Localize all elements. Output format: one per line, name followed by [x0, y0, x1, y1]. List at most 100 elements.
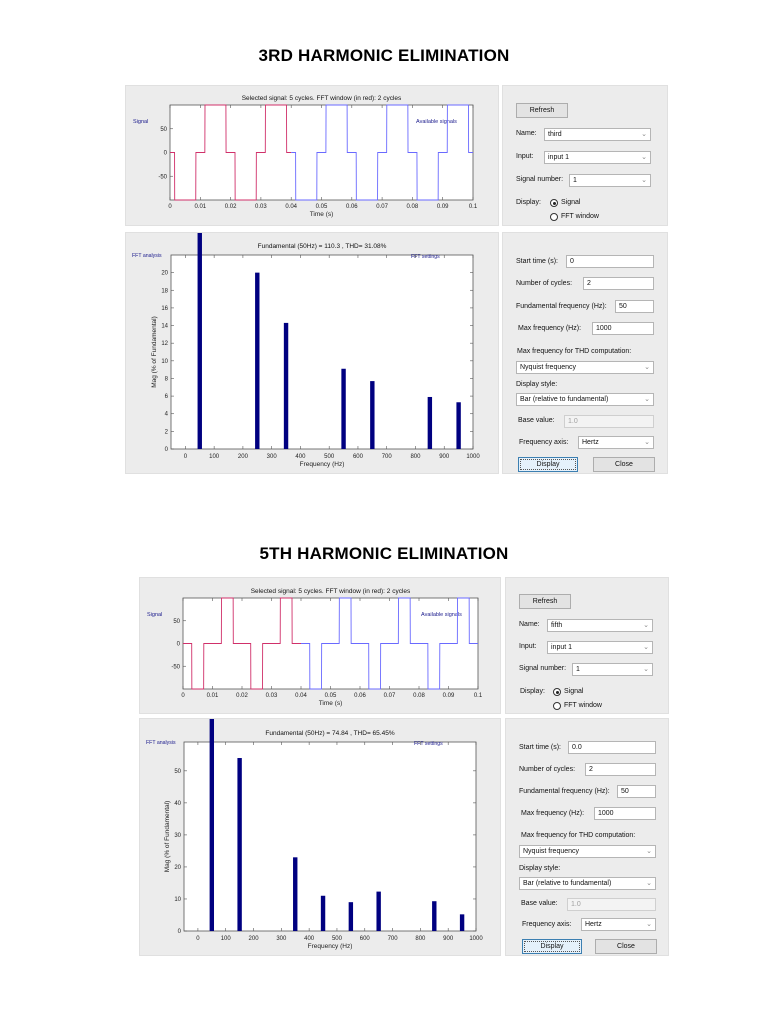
- thd-max-select[interactable]: Nyquist frequency ⌄: [519, 845, 656, 858]
- freq-axis-select[interactable]: Hertz ⌄: [581, 918, 656, 931]
- name-select[interactable]: third ⌄: [544, 128, 651, 141]
- svg-text:0.05: 0.05: [325, 693, 337, 699]
- signal-controls-panel: Refresh Name: third ⌄ Input: input 1 ⌄ S…: [502, 85, 668, 226]
- svg-text:0.09: 0.09: [443, 693, 455, 699]
- close-button[interactable]: Close: [593, 457, 655, 472]
- input-value: input 1: [548, 154, 570, 161]
- svg-text:FFT analysis: FFT analysis: [146, 740, 176, 746]
- svg-text:Fundamental (50Hz) = 74.84 , T: Fundamental (50Hz) = 74.84 , THD= 65.45%: [265, 730, 394, 737]
- svg-text:0.02: 0.02: [225, 204, 237, 210]
- refresh-button[interactable]: Refresh: [516, 103, 568, 118]
- fft-settings-panel: Start time (s): 0 Number of cycles: 2 Fu…: [502, 232, 668, 474]
- signal-plot: Selected signal: 5 cycles. FFT window (i…: [147, 588, 483, 707]
- svg-text:Fundamental (50Hz) = 110.3 , T: Fundamental (50Hz) = 110.3 , THD= 31.08%: [258, 243, 387, 250]
- input-select[interactable]: input 1 ⌄: [547, 641, 653, 654]
- svg-text:700: 700: [382, 454, 393, 460]
- svg-text:-50: -50: [171, 664, 180, 670]
- svg-text:FFT settings: FFT settings: [411, 254, 440, 260]
- input-select[interactable]: input 1 ⌄: [544, 151, 651, 164]
- thd-max-label: Max frequency for THD computation:: [517, 348, 632, 355]
- svg-text:0.03: 0.03: [255, 204, 267, 210]
- svg-text:FFT analysis: FFT analysis: [132, 253, 162, 259]
- svg-text:800: 800: [410, 454, 421, 460]
- svg-text:50: 50: [160, 127, 167, 133]
- svg-text:0.1: 0.1: [474, 693, 483, 699]
- svg-text:0.04: 0.04: [295, 693, 307, 699]
- display-style-select[interactable]: Bar (relative to fundamental) ⌄: [519, 877, 656, 890]
- chevron-down-icon: ⌄: [646, 921, 652, 928]
- num-cycles-label: Number of cycles:: [516, 280, 573, 287]
- chevron-down-icon: ⌄: [646, 848, 652, 855]
- svg-text:0: 0: [184, 454, 188, 460]
- svg-text:300: 300: [267, 454, 278, 460]
- svg-text:20: 20: [174, 865, 181, 871]
- input-value: input 1: [551, 644, 573, 651]
- svg-text:Time (s): Time (s): [319, 700, 343, 707]
- signal-number-label: Signal number:: [516, 176, 564, 183]
- fft-settings-panel: Start time (s): 0.0 Number of cycles: 2 …: [505, 718, 669, 956]
- display-style-value: Bar (relative to fundamental): [523, 880, 612, 887]
- display-style-label: Display style:: [519, 865, 561, 872]
- svg-text:400: 400: [304, 936, 315, 942]
- display-fft-window-radio[interactable]: [550, 213, 558, 221]
- svg-text:0: 0: [181, 693, 185, 699]
- name-select[interactable]: fifth ⌄: [547, 619, 653, 632]
- svg-text:12: 12: [161, 341, 168, 347]
- display-style-label: Display style:: [516, 381, 558, 388]
- thd-max-value: Nyquist frequency: [520, 364, 577, 371]
- start-time-input[interactable]: 0: [566, 255, 654, 268]
- svg-text:Selected signal: 5 cycles. FFT: Selected signal: 5 cycles. FFT window (i…: [242, 95, 402, 102]
- start-time-input[interactable]: 0.0: [568, 741, 656, 754]
- svg-text:600: 600: [353, 454, 364, 460]
- fund-freq-input[interactable]: 50: [617, 785, 656, 798]
- num-cycles-input[interactable]: 2: [583, 277, 654, 290]
- signal-number-value: 1: [573, 177, 577, 184]
- base-value-input[interactable]: 1.0: [564, 415, 654, 428]
- svg-text:900: 900: [439, 454, 450, 460]
- freq-axis-select[interactable]: Hertz ⌄: [578, 436, 654, 449]
- svg-text:0.01: 0.01: [194, 204, 206, 210]
- close-button[interactable]: Close: [595, 939, 657, 954]
- display-label: Display:: [516, 199, 541, 206]
- svg-text:0.08: 0.08: [413, 693, 425, 699]
- signal-number-select[interactable]: 1 ⌄: [572, 663, 653, 676]
- num-cycles-input[interactable]: 2: [585, 763, 656, 776]
- thd-max-value: Nyquist frequency: [523, 848, 580, 855]
- svg-text:Available signals: Available signals: [421, 612, 462, 618]
- svg-text:6: 6: [165, 394, 169, 400]
- svg-text:1000: 1000: [469, 936, 483, 942]
- max-freq-input[interactable]: 1000: [592, 322, 654, 335]
- fund-freq-label: Fundamental frequency (Hz):: [519, 788, 610, 795]
- display-button[interactable]: Display: [522, 939, 582, 954]
- display-fft-window-radio[interactable]: [553, 702, 561, 710]
- svg-text:10: 10: [161, 359, 168, 365]
- max-freq-input[interactable]: 1000: [594, 807, 656, 820]
- svg-text:0.03: 0.03: [266, 693, 278, 699]
- input-label: Input:: [516, 153, 534, 160]
- fund-freq-input[interactable]: 50: [615, 300, 654, 313]
- display-signal-radio[interactable]: [553, 688, 561, 696]
- fft-bar-chart: Fundamental (50Hz) = 110.3 , THD= 31.08%…: [132, 233, 480, 468]
- thd-max-select[interactable]: Nyquist frequency ⌄: [516, 361, 654, 374]
- base-value-input[interactable]: 1.0: [567, 898, 656, 911]
- display-button[interactable]: Display: [518, 457, 578, 472]
- display-signal-radio[interactable]: [550, 199, 558, 207]
- signal-plot-panel: Selected signal: 5 cycles. FFT window (i…: [139, 577, 501, 714]
- svg-text:200: 200: [249, 936, 260, 942]
- svg-text:400: 400: [295, 454, 306, 460]
- fft-plot-panel: Fundamental (50Hz) = 110.3 , THD= 31.08%…: [125, 232, 499, 474]
- signal-number-select[interactable]: 1 ⌄: [569, 174, 651, 187]
- svg-text:600: 600: [360, 936, 371, 942]
- fund-freq-label: Fundamental frequency (Hz):: [516, 303, 607, 310]
- svg-text:100: 100: [209, 454, 220, 460]
- chevron-down-icon: ⌄: [644, 439, 650, 446]
- start-time-label: Start time (s):: [516, 258, 559, 265]
- refresh-button[interactable]: Refresh: [519, 594, 571, 609]
- svg-text:300: 300: [276, 936, 287, 942]
- display-style-select[interactable]: Bar (relative to fundamental) ⌄: [516, 393, 654, 406]
- svg-text:800: 800: [415, 936, 426, 942]
- svg-text:700: 700: [388, 936, 399, 942]
- num-cycles-label: Number of cycles:: [519, 766, 576, 773]
- svg-text:0: 0: [164, 151, 168, 157]
- base-value-label: Base value:: [521, 900, 558, 907]
